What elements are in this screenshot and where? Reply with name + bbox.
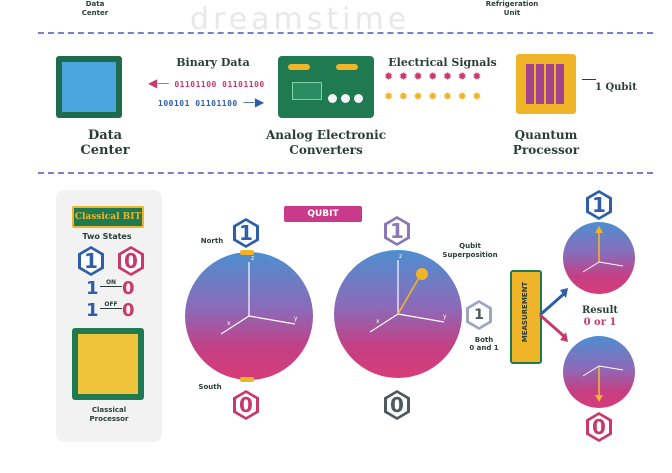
sphere2-axes [369, 260, 445, 333]
data-center-monitor [56, 56, 122, 118]
off-label: OFF [100, 301, 122, 309]
classical-processor-chip [72, 328, 144, 400]
binary-stream-left: ◀— 01101100 01101100 [148, 72, 278, 91]
header-refrigeration-label: Refrigeration Unit [485, 0, 539, 17]
both-hex-value: 1 [469, 303, 489, 327]
south-zero-hex: 0 [233, 390, 259, 420]
both-hex: 1 [466, 300, 492, 330]
arrow-right-icon: —▶ [242, 95, 265, 109]
sphere1-x-label: x [227, 320, 231, 327]
both-label: Both 0 and 1 [469, 336, 499, 352]
off-zero: 0 [122, 300, 135, 321]
super-zero-hex: 0 [384, 390, 410, 420]
measurement-label: MEASUREMENT [521, 281, 529, 343]
sphere1-y-label: y [294, 315, 298, 322]
sphere1-axes [220, 262, 296, 335]
converter-circuit-board [278, 56, 374, 118]
south-pole-marker [240, 377, 254, 382]
binary-line-1: 01101100 01101100 [174, 80, 265, 89]
north-one-hex: 1 [233, 218, 259, 248]
south-zero-value: 0 [236, 393, 256, 417]
result-sphere-one-axes [582, 226, 624, 273]
result-values: 0 or 1 [583, 317, 617, 328]
on-zero: 0 [122, 278, 135, 299]
classical-processor-label: Classical Processor [89, 406, 129, 423]
result-label: Result [582, 305, 618, 316]
on-label: ON [100, 279, 122, 287]
off-one: 1 [86, 300, 99, 321]
sphere2-x-label: x [376, 318, 380, 325]
binary-stream-right: 100101 01101100 —▶ [158, 91, 288, 110]
middle-divider [38, 172, 653, 174]
super-one-value: 1 [387, 219, 407, 243]
two-states-label: Two States [82, 232, 132, 241]
arrow-left-icon: ◀— [148, 76, 170, 90]
sphere1-z-label: z [251, 255, 255, 262]
electrical-signals-label: Electrical Signals [388, 56, 497, 69]
result-zero-hex: 0 [586, 412, 612, 442]
signal-row-gold: ✹ ✹ ✹ ✹ ✹ ✹ ✹ [384, 90, 483, 103]
binary-line-2: 100101 01101100 [158, 99, 238, 108]
on-one: 1 [86, 278, 99, 299]
watermark: dreamstime [190, 2, 411, 37]
converters-label: Analog Electronic Converters [265, 128, 387, 157]
data-center-label: Data Center [80, 128, 130, 158]
qubit-title-badge: QUBIT [284, 206, 362, 222]
one-qubit-label: 1 Qubit [595, 82, 637, 93]
super-zero-value: 0 [387, 393, 407, 417]
result-one-value: 1 [589, 193, 609, 217]
result-one-hex: 1 [586, 190, 612, 220]
binary-data-label: Binary Data [176, 56, 250, 69]
signal-row-red: ✹ ✹ ✹ ✹ ✹ ✹ ✹ [384, 70, 483, 83]
header-data-center-label: Data Center [81, 0, 109, 17]
result-zero-value: 0 [589, 415, 609, 439]
north-pole-marker [240, 250, 254, 255]
classical-bit-title: Classical BIT [72, 206, 144, 228]
state-one-hex: 1 [78, 246, 104, 276]
superposition-label: Qubit Superposition [442, 242, 498, 259]
sphere2-z-label: z [399, 253, 403, 260]
north-label: North [200, 237, 224, 245]
super-one-hex: 1 [384, 216, 410, 246]
top-divider [38, 32, 653, 34]
quantum-processor-label: Quantum Processor [512, 128, 580, 157]
classical-bit-panel [56, 190, 162, 442]
state-zero-hex: 0 [118, 246, 144, 276]
qubit-leader-line [582, 79, 596, 80]
state-zero-value: 0 [121, 249, 141, 273]
measurement-split-arrows [539, 288, 568, 342]
state-one-value: 1 [81, 249, 101, 273]
quantum-processor-chip [516, 54, 576, 114]
sphere2-y-label: y [443, 313, 447, 320]
result-sphere-zero-axes [582, 365, 624, 402]
south-label: South [198, 383, 222, 391]
north-one-value: 1 [236, 221, 256, 245]
